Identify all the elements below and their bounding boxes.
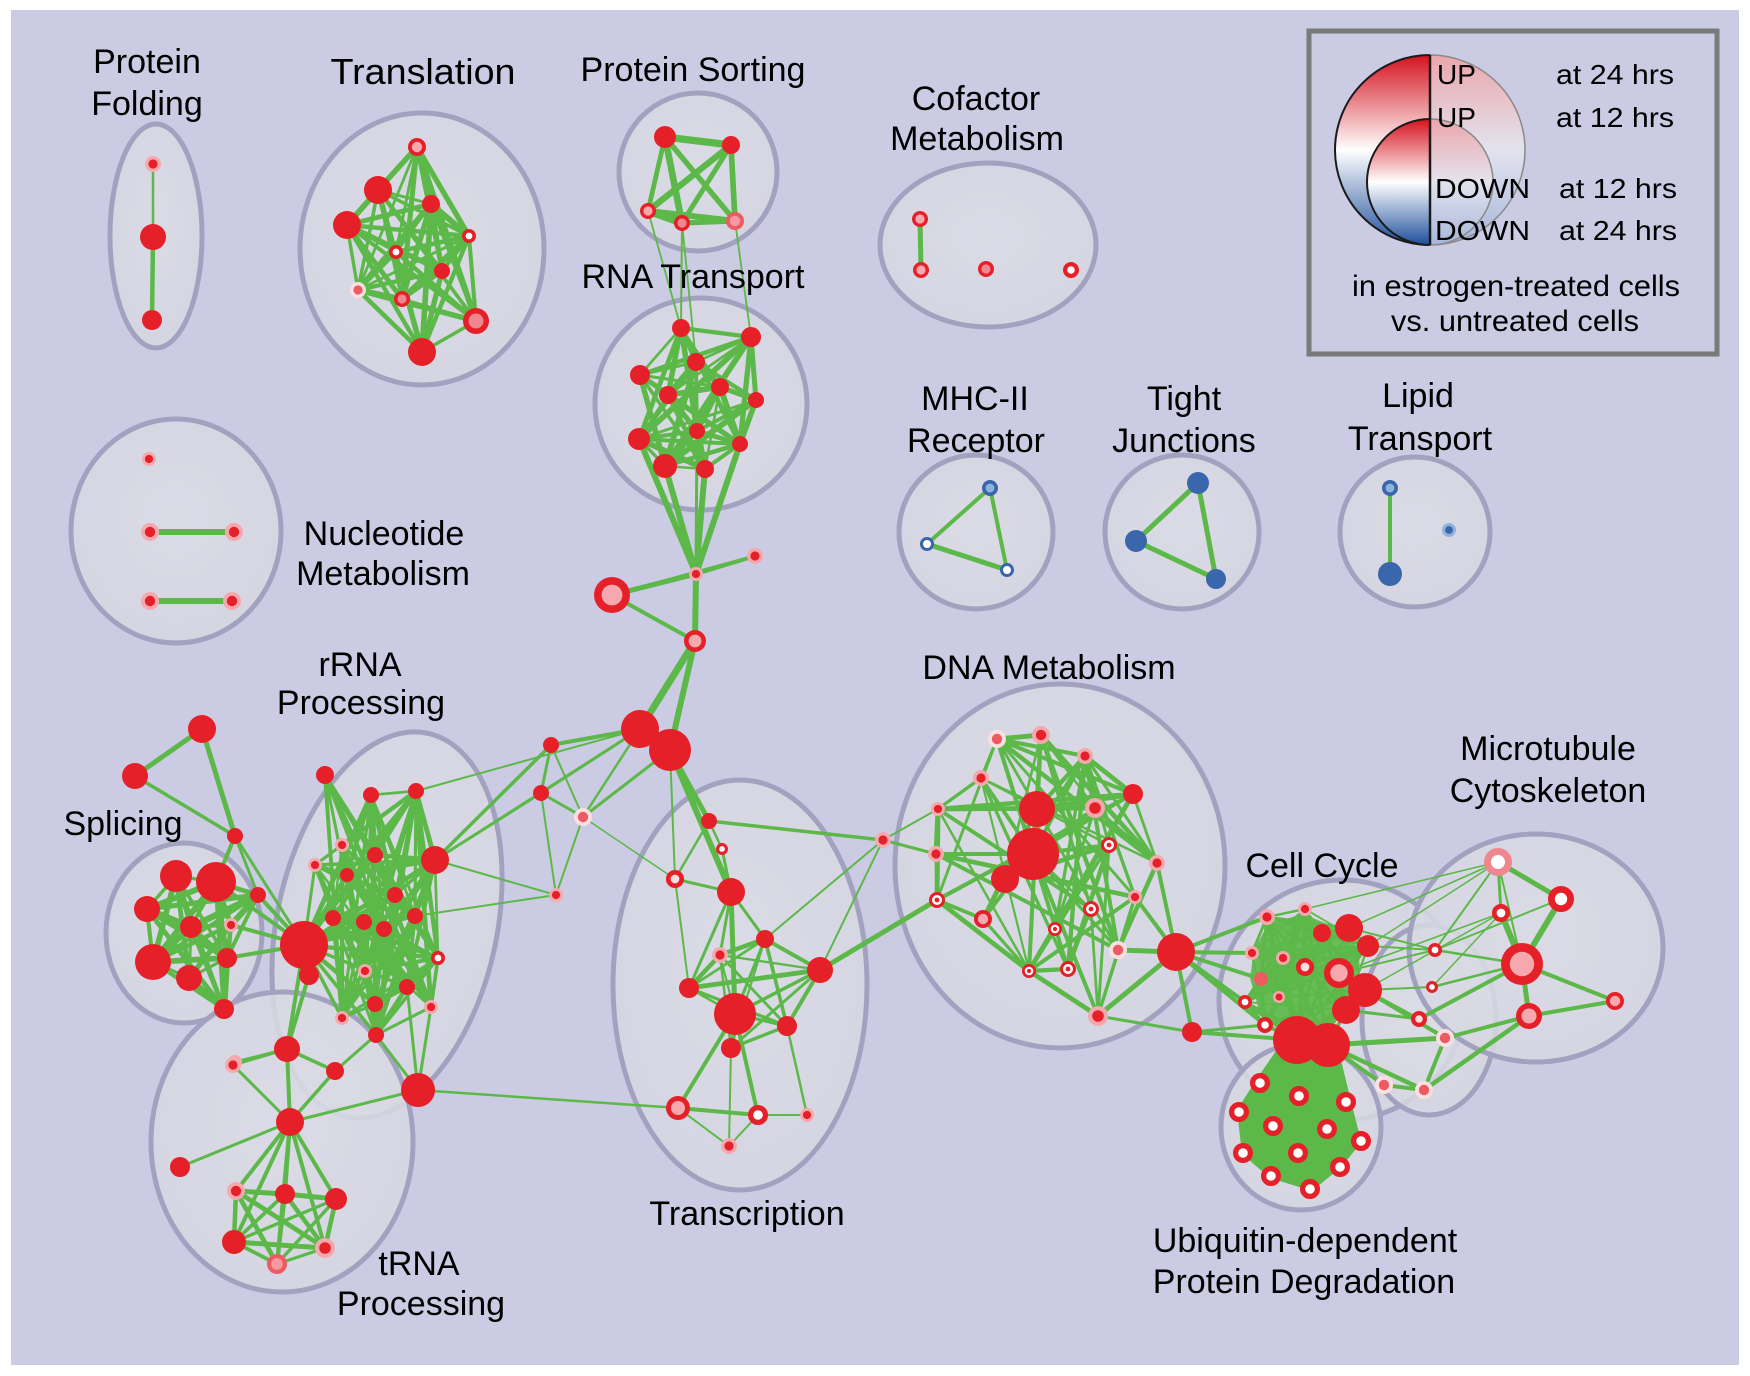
svg-text:Metabolism: Metabolism <box>296 555 470 593</box>
svg-text:rRNA: rRNA <box>318 646 401 684</box>
svg-text:at 24 hrs: at 24 hrs <box>1556 59 1674 90</box>
svg-text:Protein Sorting: Protein Sorting <box>581 51 806 89</box>
svg-text:UP: UP <box>1437 102 1476 133</box>
svg-text:at 12 hrs: at 12 hrs <box>1556 102 1674 133</box>
svg-text:DNA Metabolism: DNA Metabolism <box>922 649 1175 687</box>
svg-text:vs. untreated cells: vs. untreated cells <box>1391 305 1639 338</box>
svg-text:Cell Cycle: Cell Cycle <box>1245 847 1398 885</box>
svg-text:Metabolism: Metabolism <box>890 120 1064 158</box>
svg-text:Nucleotide: Nucleotide <box>304 515 465 553</box>
svg-text:MHC-II: MHC-II <box>921 380 1029 418</box>
svg-text:Cytoskeleton: Cytoskeleton <box>1450 772 1647 810</box>
svg-text:Junctions: Junctions <box>1112 422 1256 460</box>
svg-text:Lipid: Lipid <box>1382 377 1454 415</box>
svg-text:Translation: Translation <box>331 51 516 92</box>
svg-text:Processing: Processing <box>337 1285 505 1323</box>
svg-text:Transport: Transport <box>1348 420 1493 458</box>
svg-text:Cofactor: Cofactor <box>912 80 1041 118</box>
svg-text:Folding: Folding <box>91 85 203 123</box>
svg-text:Splicing: Splicing <box>63 805 182 843</box>
svg-text:RNA Transport: RNA Transport <box>582 258 806 296</box>
svg-text:DOWN: DOWN <box>1435 215 1530 246</box>
svg-text:at 12 hrs: at 12 hrs <box>1559 173 1677 204</box>
svg-text:Ubiquitin-dependent: Ubiquitin-dependent <box>1153 1222 1458 1260</box>
svg-text:tRNA: tRNA <box>378 1245 460 1283</box>
svg-text:Protein: Protein <box>93 43 201 81</box>
svg-text:in estrogen-treated cells: in estrogen-treated cells <box>1352 270 1680 303</box>
svg-text:Receptor: Receptor <box>907 422 1045 460</box>
svg-text:Microtubule: Microtubule <box>1460 730 1636 768</box>
svg-text:Tight: Tight <box>1147 380 1222 418</box>
svg-text:DOWN: DOWN <box>1435 173 1530 204</box>
svg-text:at 24 hrs: at 24 hrs <box>1559 215 1677 246</box>
svg-text:Protein Degradation: Protein Degradation <box>1153 1263 1455 1301</box>
svg-text:Transcription: Transcription <box>649 1195 844 1233</box>
svg-text:Processing: Processing <box>277 684 445 722</box>
svg-text:UP: UP <box>1437 59 1476 90</box>
